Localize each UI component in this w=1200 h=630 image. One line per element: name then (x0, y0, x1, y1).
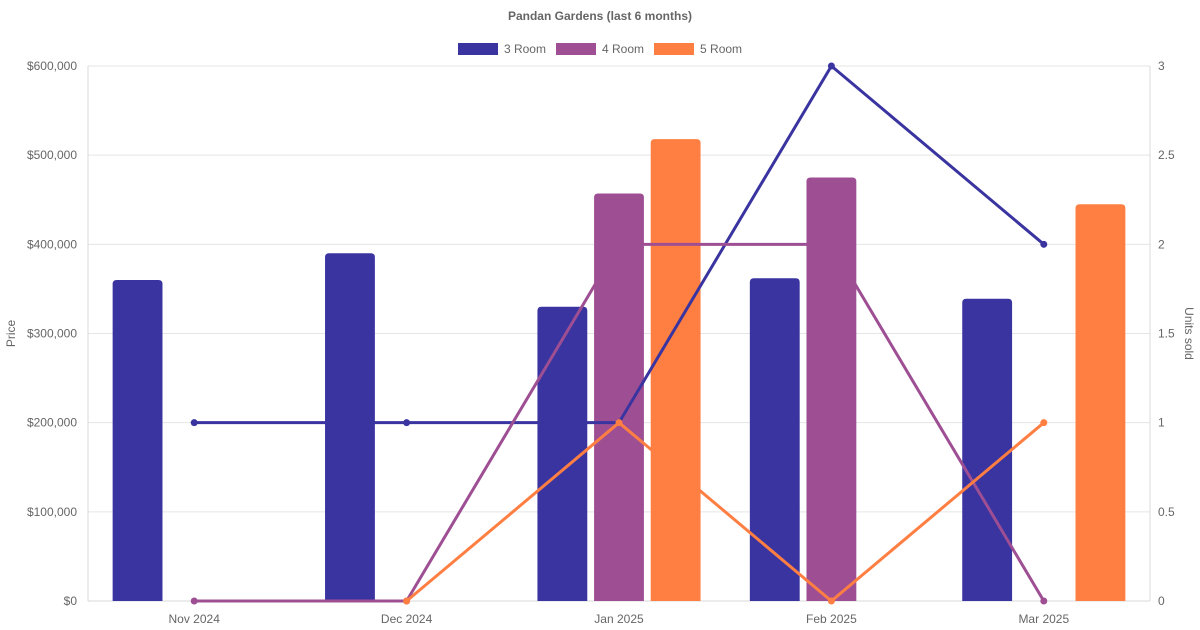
point-3-room-dec-2024 (403, 419, 411, 427)
y-left-tick-label: $500,000 (27, 148, 77, 162)
point-5-room-jan-2025 (615, 419, 623, 427)
y-right-tick-label: 2 (1158, 237, 1165, 251)
y-left-tick-label: $200,000 (27, 416, 77, 430)
bar-3-room-dec-2024 (325, 253, 375, 601)
point-5-room-mar-2025 (1040, 419, 1048, 427)
point-5-room-feb-2025 (827, 597, 835, 605)
bar-3-room-nov-2024 (112, 280, 163, 601)
bar-5-room-jan-2025 (650, 139, 701, 601)
x-tick-label: Dec 2024 (381, 612, 433, 626)
legend-item-4-room[interactable]: 4 Room (555, 42, 645, 56)
legend-item-5-room[interactable]: 5 Room (654, 42, 742, 56)
x-tick-label: Jan 2025 (594, 612, 644, 626)
legend-swatch (457, 43, 498, 55)
bar-4-room-jan-2025 (594, 193, 644, 601)
bar-3-room-feb-2025 (749, 278, 800, 601)
y-left-tick-label: $300,000 (27, 327, 77, 341)
point-4-room-mar-2025 (1040, 597, 1048, 605)
point-4-room-jan-2025 (615, 240, 623, 248)
legend-label: 4 Room (601, 42, 645, 56)
y-left-tick-label: $100,000 (27, 505, 77, 519)
y-right-tick-label: 0 (1158, 594, 1165, 608)
y-right-axis-title: Units sold (1182, 307, 1196, 360)
point-4-room-feb-2025 (827, 240, 835, 248)
bar-3-room-jan-2025 (537, 306, 588, 601)
y-right-tick-label: 1 (1158, 416, 1165, 430)
point-3-room-nov-2024 (190, 419, 198, 427)
point-4-room-nov-2024 (190, 597, 198, 605)
y-right-tick-label: 3 (1158, 59, 1165, 73)
legend-item-3-room[interactable]: 3 Room (457, 42, 546, 56)
y-left-axis-title: Price (4, 320, 18, 348)
y-right-tick-label: 2.5 (1158, 148, 1175, 162)
legend-swatch (654, 43, 695, 55)
x-tick-label: Nov 2024 (169, 612, 221, 626)
bar-3-room-mar-2025 (962, 298, 1013, 601)
x-tick-label: Feb 2025 (806, 612, 857, 626)
y-left-tick-label: $600,000 (27, 59, 77, 73)
legend: 3 Room 4 Room 5 Room (0, 42, 1200, 56)
chart-title: Pandan Gardens (last 6 months) (507, 9, 693, 23)
bar-5-room-mar-2025 (1075, 204, 1126, 602)
y-right-tick-label: 0.5 (1158, 505, 1175, 519)
line-5-room (405, 421, 1045, 603)
point-5-room-dec-2024 (403, 597, 411, 605)
legend-label: 5 Room (700, 42, 743, 56)
point-3-room-mar-2025 (1040, 240, 1048, 248)
point-3-room-feb-2025 (827, 62, 835, 70)
legend-label: 3 Room (503, 42, 546, 56)
y-right-tick-label: 1.5 (1158, 327, 1175, 341)
y-left-tick-label: $400,000 (27, 237, 77, 251)
legend-swatch (555, 43, 596, 55)
bar-4-room-feb-2025 (806, 177, 857, 602)
x-tick-label: Mar 2025 (1018, 612, 1069, 626)
y-left-tick-label: $0 (64, 594, 78, 608)
